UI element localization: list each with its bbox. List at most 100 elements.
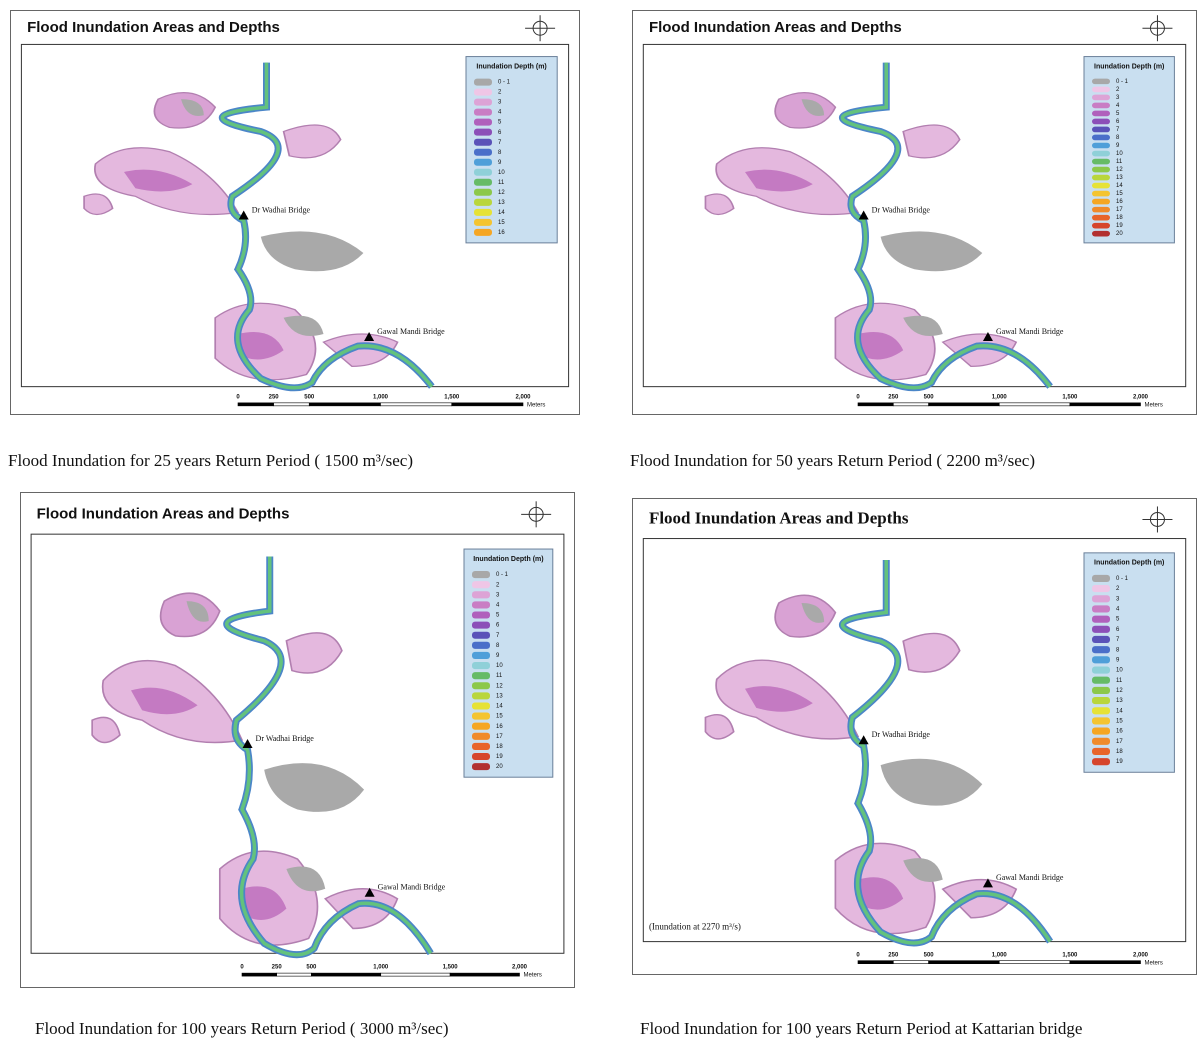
legend-swatch xyxy=(1092,595,1110,603)
scale-bar xyxy=(237,402,274,407)
legend-swatch xyxy=(472,621,490,629)
legend-swatch xyxy=(1092,182,1110,189)
legend-swatch xyxy=(474,198,492,206)
legend-label: 13 xyxy=(496,693,503,699)
legend-label: 8 xyxy=(1116,135,1120,141)
legend-label: 13 xyxy=(498,200,505,206)
legend-label: 18 xyxy=(1116,215,1123,221)
legend-label: 15 xyxy=(1116,719,1123,725)
legend-label: 20 xyxy=(496,764,503,770)
scale-label: 2,000 xyxy=(1133,952,1149,958)
map-title: Flood Inundation Areas and Depths xyxy=(37,505,290,522)
legend-swatch xyxy=(472,752,490,761)
scale-unit: Meters xyxy=(1145,960,1163,966)
legend-swatch xyxy=(1092,635,1110,644)
legend-swatch xyxy=(1092,747,1110,756)
legend-swatch xyxy=(472,571,490,579)
map-panel: Flood Inundation Areas and Depths Inundat… xyxy=(20,492,575,988)
scale-bar xyxy=(928,402,1000,407)
legend-swatch xyxy=(472,662,490,670)
legend-label: 13 xyxy=(1116,175,1123,181)
legend-swatch xyxy=(1092,585,1110,593)
legend-label: 14 xyxy=(1116,708,1123,714)
legend-swatch xyxy=(472,682,490,690)
legend-label: 19 xyxy=(496,754,503,760)
bridge-label: Gawal Mandi Bridge xyxy=(377,327,445,336)
scale-bar xyxy=(311,972,382,977)
legend-swatch xyxy=(474,188,492,196)
scale-label: 2,000 xyxy=(515,394,531,400)
legend-label: 10 xyxy=(1116,151,1123,157)
legend-label: 10 xyxy=(498,170,505,176)
legend-swatch xyxy=(472,611,490,619)
legend-label: 4 xyxy=(1116,103,1120,109)
legend-title: Inundation Depth (m) xyxy=(473,556,543,563)
scale-bar xyxy=(380,402,453,407)
legend-label: 15 xyxy=(498,220,505,226)
scale-bar xyxy=(273,402,310,407)
legend-swatch xyxy=(1092,118,1110,125)
legend-label: 10 xyxy=(1116,668,1123,674)
scale-label: 1,000 xyxy=(373,965,389,971)
legend-label: 3 xyxy=(1116,95,1120,101)
legend-label: 15 xyxy=(1116,191,1123,197)
legend-label: 11 xyxy=(1116,159,1123,165)
legend-label: 20 xyxy=(1116,231,1123,237)
scale-bar xyxy=(857,402,894,407)
scale-label: 0 xyxy=(240,965,244,971)
legend-swatch xyxy=(472,601,490,609)
legend-swatch xyxy=(1092,86,1110,93)
scale-label: 2,000 xyxy=(512,965,528,971)
scale-bar xyxy=(308,402,381,407)
legend-label: 8 xyxy=(498,150,502,156)
legend-swatch xyxy=(474,208,492,216)
legend-swatch xyxy=(472,591,490,599)
bridge-marker xyxy=(242,738,253,748)
scale-label: 0 xyxy=(856,952,860,958)
legend-label: 16 xyxy=(496,724,503,730)
legend-label: 2 xyxy=(1116,87,1120,93)
scale-label: 250 xyxy=(888,394,899,400)
scale-bar xyxy=(928,960,1000,964)
scale-bar xyxy=(451,402,524,407)
scale-label: 1,500 xyxy=(443,965,459,971)
legend-label: 7 xyxy=(498,140,502,146)
scale-bar xyxy=(857,960,894,964)
legend-swatch xyxy=(1092,727,1110,735)
legend-label: 6 xyxy=(1116,627,1120,633)
legend-label: 15 xyxy=(496,714,503,720)
legend-title: Inundation Depth (m) xyxy=(1094,63,1164,70)
legend-label: 8 xyxy=(496,643,500,649)
legend-label: 16 xyxy=(498,230,505,236)
legend-swatch xyxy=(1092,230,1110,237)
bridge-marker xyxy=(238,210,249,220)
legend-swatch xyxy=(472,742,490,750)
legend-swatch xyxy=(1092,686,1110,694)
legend-label: 6 xyxy=(496,623,500,629)
legend-swatch xyxy=(1092,676,1110,684)
scale-label: 2,000 xyxy=(1133,394,1149,400)
scale-label: 500 xyxy=(924,952,935,958)
legend-label: 18 xyxy=(496,744,503,750)
legend-label: 9 xyxy=(496,653,500,659)
legend-swatch xyxy=(474,158,492,166)
legend-swatch xyxy=(1092,166,1110,173)
legend-label: 7 xyxy=(496,633,500,639)
scale-bar xyxy=(1069,402,1141,407)
legend-label: 4 xyxy=(498,110,502,116)
legend-label: 4 xyxy=(1116,607,1120,613)
legend-swatch xyxy=(474,228,492,236)
legend-swatch xyxy=(472,581,490,589)
legend-swatch xyxy=(1092,646,1110,654)
legend-label: 17 xyxy=(1116,739,1123,745)
legend-label: 11 xyxy=(1116,678,1123,684)
legend-swatch xyxy=(474,98,492,106)
legend-swatch xyxy=(472,763,490,771)
legend-label: 5 xyxy=(1116,111,1120,117)
legend-label: 9 xyxy=(498,160,502,166)
legend-swatch xyxy=(1092,94,1110,101)
scale-bar xyxy=(380,972,451,977)
legend-label: 6 xyxy=(498,130,502,136)
legend-swatch xyxy=(1092,615,1110,623)
